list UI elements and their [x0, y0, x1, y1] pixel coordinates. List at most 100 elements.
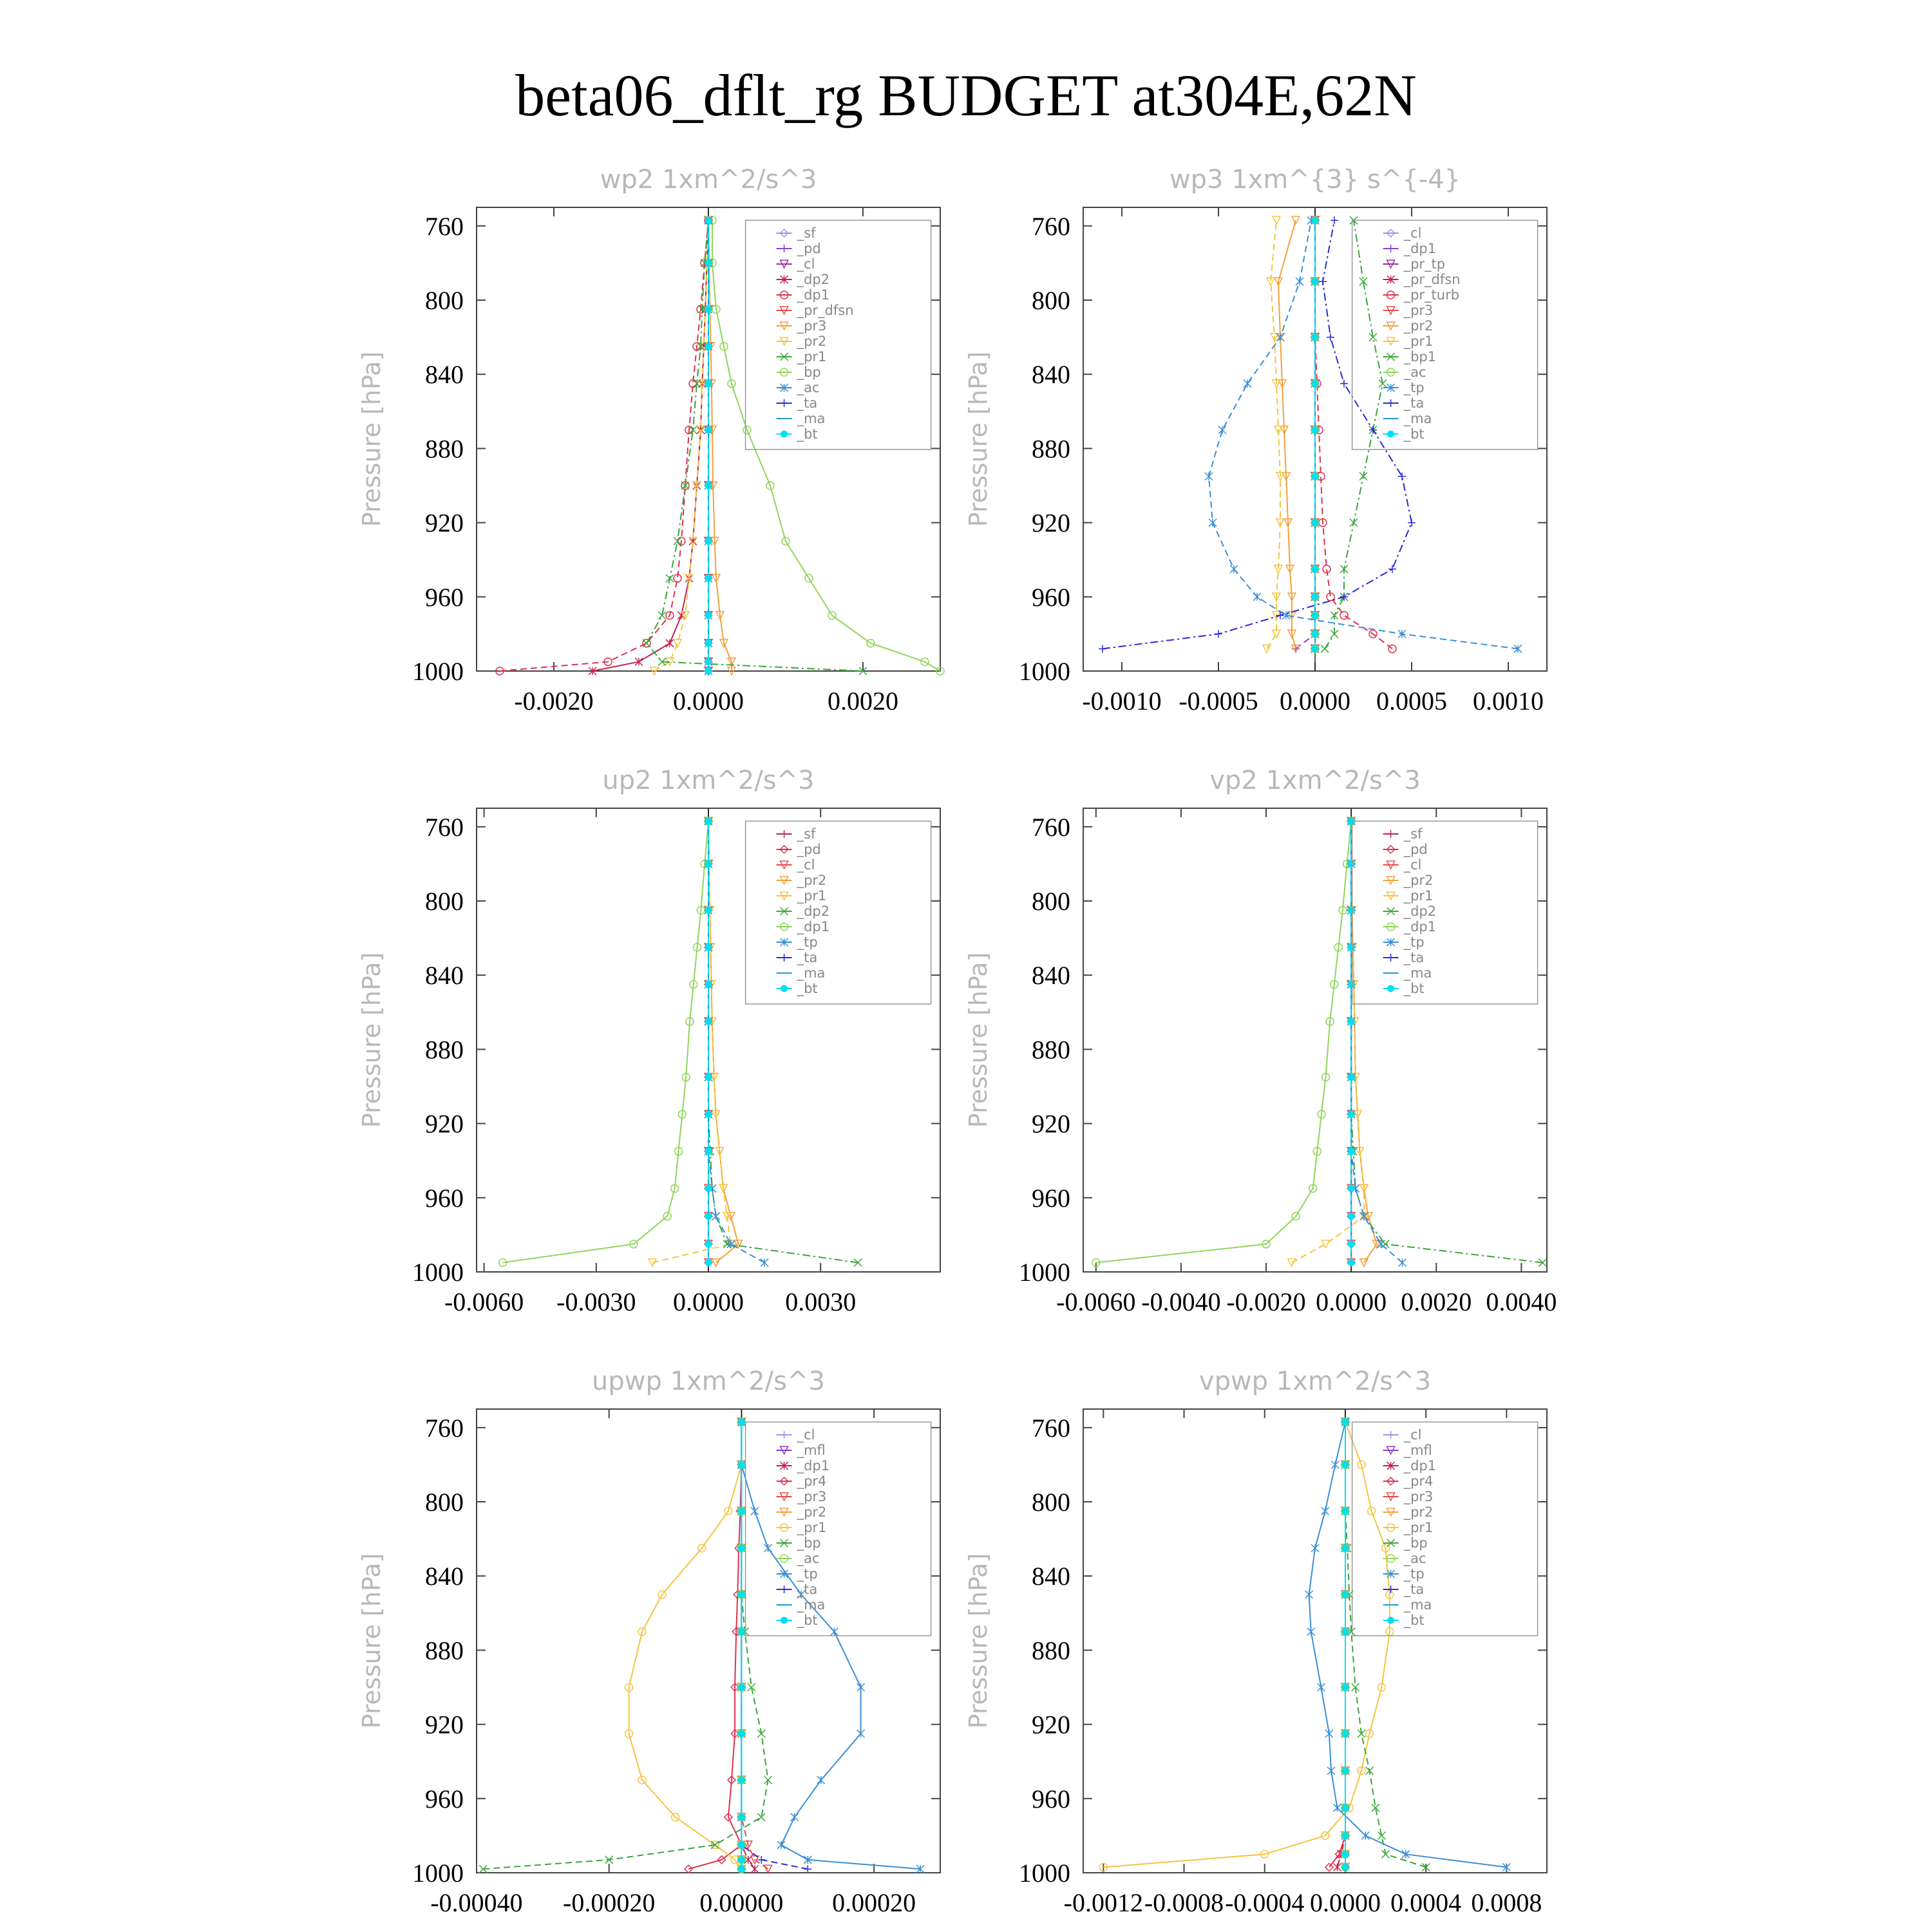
data-point — [1307, 1627, 1316, 1636]
data-point — [697, 1544, 706, 1553]
data-point — [1271, 216, 1282, 225]
data-point — [1381, 1544, 1390, 1553]
series-line — [502, 821, 709, 1264]
legend-marker — [1387, 1616, 1395, 1624]
legend-label: _cl — [1403, 225, 1422, 242]
legend-marker — [1387, 245, 1395, 252]
data-point — [737, 1865, 745, 1873]
data-point — [1352, 1110, 1363, 1119]
data-point — [1260, 1850, 1269, 1859]
data-point — [726, 667, 737, 676]
data-point — [757, 1813, 766, 1822]
series-bp — [708, 216, 945, 676]
panel-title: vp2 1xm^2/s^3 — [1209, 766, 1421, 795]
data-point — [744, 1855, 753, 1864]
series-pr1 — [642, 216, 867, 676]
data-point — [737, 1544, 745, 1552]
data-point — [1397, 629, 1406, 638]
legend-marker — [779, 1554, 789, 1563]
legend-label: _pd — [797, 241, 821, 257]
data-point — [649, 667, 659, 676]
y-tick-label: 1000 — [1019, 1258, 1070, 1287]
data-point — [1378, 379, 1387, 388]
data-point — [1347, 906, 1355, 914]
legend-label: _cl — [797, 256, 815, 272]
data-point — [1311, 519, 1319, 527]
data-point — [1357, 1460, 1366, 1470]
chart-panel-6: vpwp 1xm^2/s^3 Pressure [hPa] 760 800 840 880… — [964, 1367, 1548, 1917]
legend-marker — [1386, 321, 1396, 331]
legend-label: _bt — [797, 1613, 818, 1629]
x-tick-label: -0.0008 — [1144, 1888, 1224, 1917]
series-tp — [704, 817, 769, 1267]
legend-label: _pr1 — [797, 888, 827, 904]
y-tick-label: 880 — [1032, 1035, 1070, 1064]
legend-marker — [779, 1492, 789, 1502]
legend-marker — [779, 922, 789, 931]
legend-marker — [1387, 985, 1395, 992]
data-point — [1279, 425, 1289, 435]
data-point — [681, 481, 690, 490]
data-point — [817, 1776, 826, 1785]
y-tick-label: 960 — [1032, 583, 1070, 612]
legend-marker — [1386, 1523, 1396, 1532]
legend-marker — [1387, 1586, 1395, 1593]
legend-label: _pd — [797, 842, 821, 858]
legend-label: _bt — [1403, 1613, 1425, 1629]
data-point — [642, 639, 651, 648]
series-pr4 — [684, 1417, 746, 1874]
data-point — [673, 536, 682, 545]
data-point — [1368, 333, 1378, 342]
series-bt — [1347, 817, 1355, 1267]
legend-label: _pr2 — [797, 1504, 827, 1520]
data-point — [857, 1683, 866, 1692]
data-point — [1326, 592, 1335, 601]
legend-marker — [1387, 954, 1395, 961]
legend-label: _ma — [1403, 1597, 1432, 1613]
series-line — [708, 821, 765, 1264]
legend-marker — [1386, 860, 1396, 870]
legend-label: _pr_tp — [1403, 256, 1446, 272]
legend-label: _ac — [1403, 365, 1426, 381]
legend-label: _bt — [797, 426, 818, 442]
series-bt — [1311, 216, 1319, 652]
data-point — [692, 379, 701, 388]
legend-label: _ma — [1403, 965, 1432, 981]
data-point — [1311, 334, 1319, 341]
x-tick-label: 0.0020 — [828, 687, 898, 715]
x-tick-label: 0.0000 — [1310, 1888, 1381, 1917]
series-line — [741, 1422, 921, 1870]
data-point — [726, 1775, 737, 1785]
data-point — [1381, 1240, 1390, 1249]
legend-label: _mfl — [1403, 1443, 1432, 1459]
legend-label: _pr1 — [1403, 334, 1434, 350]
data-point — [710, 536, 719, 547]
data-point — [1388, 644, 1397, 654]
series-line — [499, 220, 709, 672]
legend-marker — [780, 1586, 788, 1593]
data-point — [1273, 277, 1283, 287]
data-point — [743, 425, 752, 435]
legend-marker — [781, 985, 788, 992]
data-point — [1283, 518, 1293, 528]
data-point — [1347, 1148, 1355, 1155]
series-pr2 — [1273, 216, 1301, 654]
y-tick-label: 960 — [1032, 1184, 1070, 1213]
legend-marker — [779, 337, 789, 346]
data-point — [1320, 644, 1329, 653]
x-tick-label: -0.0030 — [556, 1287, 636, 1316]
series-line — [483, 1422, 769, 1870]
data-point — [737, 1418, 745, 1426]
data-point — [1277, 379, 1287, 389]
legend-label: _ma — [797, 411, 826, 427]
data-point — [605, 1855, 614, 1864]
data-point — [737, 1591, 745, 1598]
legend-label: _pr3 — [797, 318, 827, 334]
data-point — [1421, 1862, 1430, 1871]
data-point — [1341, 1730, 1349, 1738]
y-tick-label: 1000 — [412, 1859, 464, 1888]
data-point — [727, 379, 736, 388]
data-point — [1330, 611, 1339, 620]
data-point — [719, 342, 728, 351]
data-point — [726, 1240, 735, 1249]
